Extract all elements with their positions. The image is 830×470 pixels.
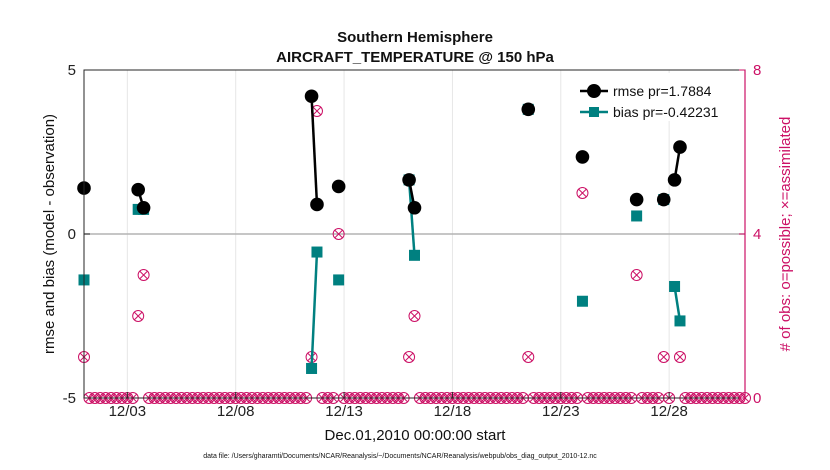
obs-count-marker [522,351,535,363]
rmse-point [575,150,590,164]
obs-possible-circle [137,269,150,281]
x-tick-label: 12/03 [109,403,147,420]
rmse-point [407,200,422,215]
bias-line-segment [673,286,682,322]
obs-possible-circle [522,351,535,363]
obs-assimilated-x [139,270,148,280]
rmse-line-segment [310,96,319,205]
x-tick-label: 12/28 [650,403,688,420]
legend-rmse-label: rmse pr=1.7884 [613,83,712,99]
bias-point [669,280,681,292]
obs-assimilated-x [133,311,143,321]
obs-count-marker [673,351,686,363]
obs-assimilated-x [404,352,414,362]
y2-tick-label: 4 [753,226,761,243]
obs-count-marker [576,187,589,199]
obs-possible-circle [673,351,686,363]
obs-assimilated-x [410,311,419,321]
rmse-point [521,102,536,117]
obs-count-marker [137,269,150,281]
obs-assimilated-x [524,352,533,362]
x-tick-label: 12/18 [434,403,472,420]
x-tick-label: 12/23 [542,403,580,420]
y-axis-label: rmse and bias (model - observation) [41,114,58,354]
obs-count-marker [403,351,416,363]
bias-point [306,362,318,374]
obs-possible-circle [332,228,345,240]
rmse-point [310,197,324,212]
legend-bias-label: bias pr=-0.42231 [613,104,719,120]
y2-tick-label: 0 [753,390,761,407]
bias-line-segment [407,179,416,256]
rmse-point [402,173,416,187]
obs-assimilated-x [675,352,685,362]
legend-rmse-marker [587,84,601,98]
bias-point [631,210,643,222]
bias-point [576,295,588,307]
bias-point [311,246,323,258]
obs-count-marker [657,351,670,363]
rmse-point [331,179,346,194]
rmse-point [136,200,151,215]
obs-count-marker [332,228,345,240]
obs-count-marker [630,269,643,281]
bias-point [409,249,420,261]
obs-possible-circle [403,351,416,363]
x-tick-label: 12/08 [217,403,255,420]
series-layer [77,89,687,374]
y-tick-label: 0 [68,226,76,243]
rmse-point [656,192,671,207]
obs-assimilated-x [659,352,668,362]
axis-ticks: 12/03 12/08 12/13 12/18 12/23 12/28 -5 0 5 0 4 8 [63,62,762,420]
obs-count-marker [132,310,145,322]
bias-point [674,315,686,327]
y-tick-label: 5 [68,62,76,79]
obs-possible-circle [630,269,643,281]
bias-line-segment [310,251,319,369]
bias-point [333,274,345,286]
chart-subtitle: AIRCRAFT_TEMPERATURE @ 150 hPa [276,49,554,66]
obs-assimilated-x [312,106,322,116]
obs-possible-circle [132,310,145,322]
obs-assimilated-x [632,270,641,280]
x-axis-label: Dec.01,2010 00:00:00 start [325,427,507,444]
x-tick-label: 12/13 [325,403,363,420]
obs-assimilated-x [334,229,343,239]
y2-tick-label: 8 [753,62,761,79]
chart-title: Southern Hemisphere [337,29,493,46]
obs-count-marker [408,310,421,322]
obs-possible-circle [576,187,589,199]
legend-bias-marker [589,107,599,117]
obs-assimilated-x [578,188,587,198]
y-tick-label: -5 [63,390,76,407]
legend: rmse pr=1.7884 bias pr=-0.42231 [574,73,742,121]
obs-possible-circle [657,351,670,363]
rmse-point [667,173,682,187]
y2-axis-label: # of obs: o=possible; ×=assimilated [777,117,794,352]
rmse-point [629,192,644,207]
footer-data-file: data file: /Users/gharamti/Documents/NCA… [203,453,597,460]
rmse-point [673,140,687,154]
obs-possible-circle [408,310,421,322]
rmse-point [304,89,319,104]
rmse-point [131,182,145,197]
